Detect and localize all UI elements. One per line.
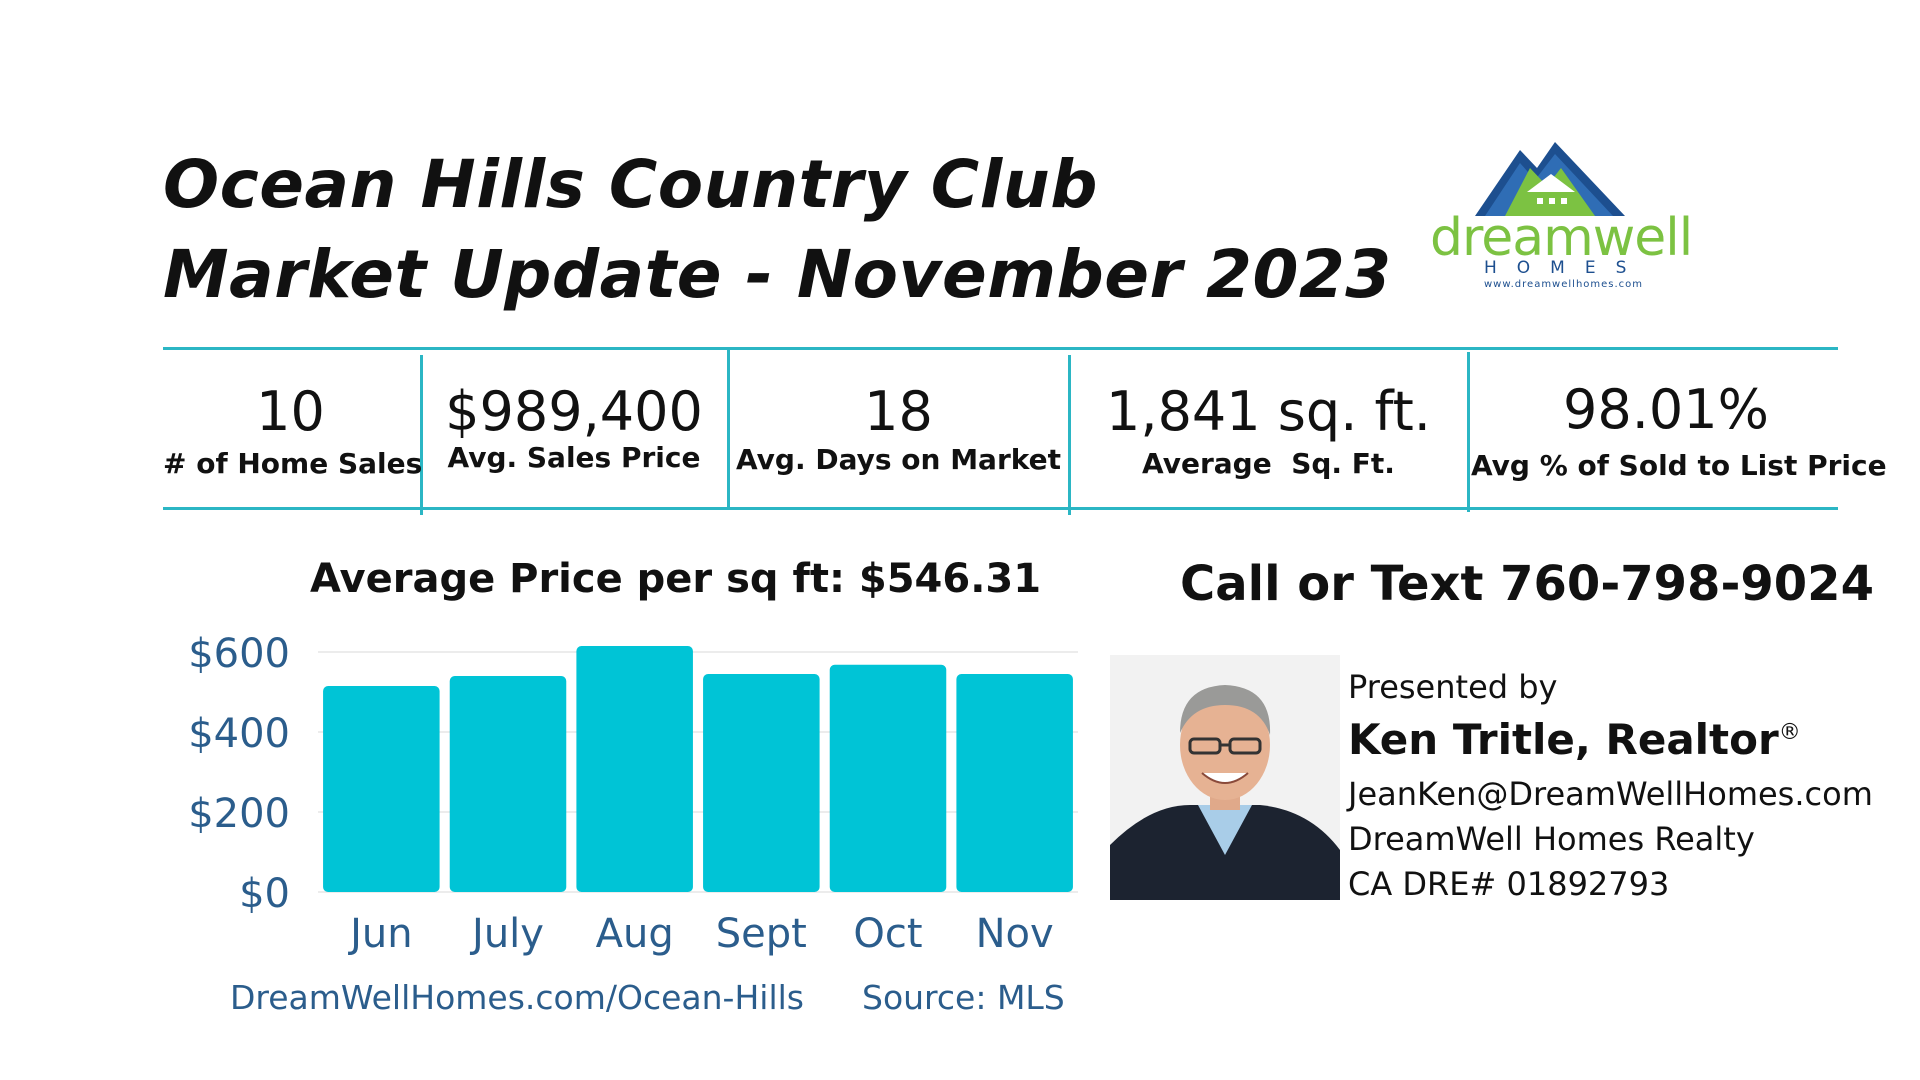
x-tick-label: Aug: [596, 911, 674, 957]
logo-subtitle: HOMES: [1484, 258, 1647, 278]
call-or-text: Call or Text 760-798-9024: [1180, 556, 1874, 612]
stat-label: Avg % of Sold to List Price: [1471, 449, 1887, 482]
page-title: Ocean Hills Country Club Market Update -…: [163, 140, 1392, 320]
bar-nov: [956, 674, 1073, 892]
bar-july: [449, 676, 567, 892]
stat-label: Average Sq. Ft.: [1142, 447, 1395, 480]
stat-label: Avg. Sales Price: [447, 441, 701, 474]
registered-mark: ®: [1778, 720, 1801, 745]
agent-company: DreamWell Homes Realty: [1348, 820, 1755, 858]
stat-value: 18: [864, 380, 933, 443]
stats-divider: [1467, 352, 1470, 512]
logo-url: www.dreamwellhomes.com: [1484, 279, 1644, 290]
agent-portrait-icon: [1110, 655, 1340, 900]
stats-bottom-rule: [163, 507, 1838, 510]
title-line-1: Ocean Hills Country Club: [163, 146, 1099, 223]
x-tick-label: Oct: [853, 911, 922, 957]
title-line-2: Market Update - November 2023: [163, 236, 1392, 313]
agent-email[interactable]: JeanKen@DreamWellHomes.com: [1348, 775, 1873, 813]
stats-divider: [420, 355, 423, 515]
website-link[interactable]: DreamWellHomes.com/Ocean-Hills: [230, 978, 804, 1017]
stats-divider: [1068, 355, 1071, 515]
x-tick-label: Jun: [347, 911, 413, 957]
logo-wordmark: dreamwell: [1430, 208, 1693, 268]
stat-average-sq-ft: 1,841 sq. ft. Average Sq. Ft.: [1072, 380, 1465, 484]
agent-name: Ken Tritle, Realtor®: [1348, 715, 1801, 764]
data-source: Source: MLS: [862, 978, 1065, 1017]
stats-top-rule: [163, 347, 1838, 350]
y-tick-label: $0: [239, 871, 290, 917]
stat-value: 10: [256, 380, 325, 443]
chart-bars: [323, 646, 1073, 892]
mountain-house-icon: [1475, 142, 1625, 216]
bar-aug: [576, 646, 693, 892]
stat-label: # of Home Sales: [163, 447, 423, 480]
y-tick-label: $600: [188, 631, 290, 677]
agent-license: CA DRE# 01892793: [1348, 865, 1670, 903]
agent-photo: [1110, 655, 1340, 900]
chart-x-ticks: Jun July Aug Sept Oct Nov: [347, 911, 1054, 957]
stat-value: 98.01%: [1563, 378, 1769, 441]
presented-by: Presented by: [1348, 668, 1558, 706]
stat-avg-sales-price: $989,400 Avg. Sales Price: [424, 380, 724, 478]
chart-grid: [318, 651, 1078, 893]
chart-title: Average Price per sq ft: $546.31: [310, 556, 1042, 602]
stat-label: Avg. Days on Market: [735, 443, 1062, 476]
stat-value: $989,400: [445, 380, 703, 443]
stat-value: 1,841 sq. ft.: [1106, 380, 1431, 443]
price-per-sqft-chart: $0 $200 $400 $600 Jun July Aug Sept Oct Nov: [188, 631, 1078, 957]
x-tick-label: Nov: [976, 911, 1054, 957]
y-tick-label: $400: [188, 711, 290, 757]
stat-home-sales: 10 # of Home Sales: [163, 380, 423, 484]
bar-jun: [323, 686, 440, 892]
bar-sept: [703, 674, 820, 892]
agent-name-text: Ken Tritle, Realtor: [1348, 715, 1779, 764]
chart-y-ticks: $0 $200 $400 $600: [188, 631, 290, 917]
stat-avg-days-on-market: 18 Avg. Days on Market: [731, 380, 1066, 480]
y-tick-label: $200: [188, 791, 290, 837]
x-tick-label: Sept: [716, 911, 807, 957]
x-tick-label: July: [469, 911, 544, 957]
bar-oct: [829, 664, 947, 892]
dreamwell-logo: dreamwell HOMES www.dreamwellhomes.com: [1420, 138, 1700, 298]
stat-sold-to-list: 98.01% Avg % of Sold to List Price: [1471, 378, 1887, 486]
stats-divider: [727, 350, 730, 510]
